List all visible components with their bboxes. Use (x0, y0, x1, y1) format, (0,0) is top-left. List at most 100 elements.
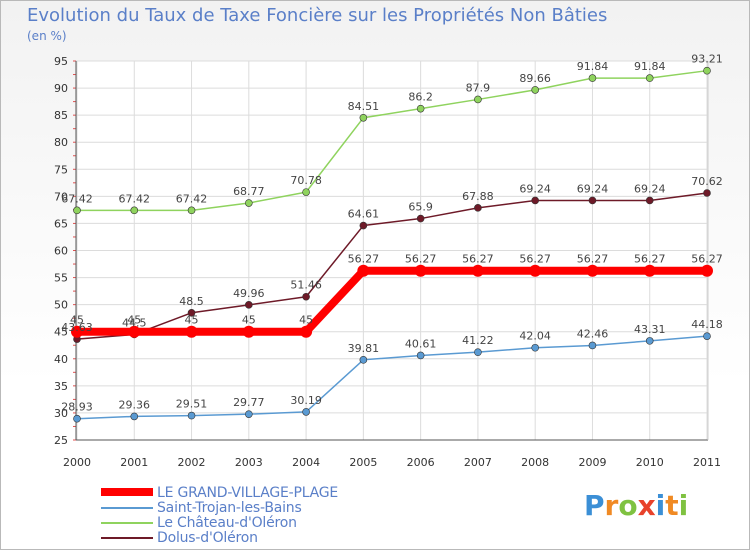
legend-item[interactable]: Dolus-d'Oléron (101, 530, 421, 546)
data-point (359, 113, 368, 122)
data-label: 70.78 (290, 174, 322, 187)
x-tick-label: 2007 (464, 456, 492, 469)
data-point (357, 264, 370, 277)
data-point (643, 264, 656, 277)
x-tick-label: 2010 (636, 456, 664, 469)
data-point (588, 341, 597, 350)
data-point (645, 196, 654, 205)
legend-item[interactable]: LE GRAND-VILLAGE-PLAGE (101, 485, 421, 501)
data-label: 91.84 (634, 60, 666, 73)
data-labels: 43.63 44.5 48.5 49.96 51.46 64.61 65.9 67.88 69.… (61, 53, 723, 414)
data-point (302, 292, 310, 301)
data-point (531, 86, 539, 94)
series-line (76, 192, 708, 340)
y-tick-label: 95 (54, 55, 68, 68)
data-point (245, 199, 253, 207)
data-label: 29.77 (233, 396, 265, 409)
x-tick-label: 2004 (292, 456, 320, 469)
data-label: 29.36 (119, 398, 151, 411)
data-point (703, 189, 711, 197)
legend-label: Le Château-d'Oléron (157, 515, 297, 531)
data-point (471, 264, 484, 277)
data-label: 69.24 (519, 182, 551, 195)
data-label: 41.22 (462, 334, 494, 347)
y-tick-label: 75 (54, 163, 68, 176)
data-label: 44.18 (691, 318, 723, 331)
y-tick-label: 45 (54, 326, 68, 339)
legend-item[interactable]: Saint-Trojan-les-Bains (101, 500, 421, 516)
y-tick-label: 70 (54, 190, 68, 203)
legend-item[interactable]: Le Château-d'Oléron (101, 515, 421, 531)
legend: LE GRAND-VILLAGE-PLAGE Saint-Trojan-les-… (101, 485, 421, 546)
data-point (416, 214, 425, 223)
logo-letter: P (584, 489, 605, 522)
legend-label: Saint-Trojan-les-Bains (157, 500, 302, 516)
data-label: 89.66 (519, 72, 551, 85)
x-tick-label: 2009 (578, 456, 606, 469)
data-label: 51.46 (290, 279, 322, 292)
data-point (588, 74, 597, 82)
data-point (187, 411, 196, 420)
data-label: 69.24 (634, 182, 666, 195)
data-label: 91.84 (577, 60, 609, 73)
data-point (701, 264, 713, 277)
x-tick-label: 2003 (235, 456, 263, 469)
data-point (703, 332, 711, 340)
data-label: 48.5 (179, 295, 204, 308)
y-tick-label: 40 (54, 353, 68, 366)
data-label: 68.77 (233, 185, 265, 198)
data-point (187, 308, 196, 317)
logo-letter: o (618, 489, 638, 522)
data-point (531, 343, 539, 352)
data-point (245, 301, 253, 309)
chart-title: Evolution du Taux de Taxe Foncière sur l… (27, 5, 608, 26)
data-label: 67.88 (462, 190, 494, 203)
logo-letter: i (678, 489, 689, 522)
data-label: 87.9 (466, 81, 491, 94)
y-tick-label: 25 (54, 434, 68, 447)
data-label: 93.21 (691, 53, 723, 66)
data-label: 67.42 (61, 192, 93, 205)
legend-swatch-icon (101, 507, 153, 509)
proxiti-logo[interactable]: Proxiti (584, 489, 688, 522)
data-point (645, 337, 654, 345)
y-tick-label: 55 (54, 272, 68, 285)
data-label: 67.42 (176, 192, 208, 205)
y-tick-label: 65 (54, 217, 68, 230)
logo-letter: x (637, 489, 656, 522)
data-label: 56.27 (462, 253, 494, 266)
data-label: 56.27 (634, 253, 666, 266)
data-label: 56.27 (519, 253, 551, 266)
legend-swatch-icon (101, 522, 153, 524)
x-tick-label: 2000 (63, 456, 91, 469)
data-point (586, 264, 599, 277)
x-tick-label: 2006 (407, 456, 435, 469)
data-label: 56.27 (405, 253, 437, 266)
data-point (474, 95, 482, 104)
series-line (73, 266, 711, 336)
series-line (76, 69, 708, 212)
data-point (359, 221, 368, 230)
y-axis-unit: (en %) (27, 29, 67, 43)
data-label: 64.61 (348, 208, 380, 221)
legend-label: LE GRAND-VILLAGE-PLAGE (157, 485, 339, 501)
data-label: 45 (299, 314, 313, 327)
x-tick-label: 2008 (521, 456, 549, 469)
data-point (416, 104, 425, 113)
data-label: 86.2 (408, 91, 433, 104)
x-tick-label: 2005 (349, 456, 377, 469)
data-point (128, 325, 141, 338)
y-tick-label: 50 (54, 299, 68, 312)
data-label: 39.81 (348, 342, 380, 355)
data-label: 28.93 (61, 401, 93, 414)
grid (76, 60, 708, 441)
data-point (130, 206, 139, 215)
data-label: 29.51 (176, 398, 208, 411)
y-tick-label: 85 (54, 109, 68, 122)
data-label: 69.24 (577, 182, 609, 195)
data-point (185, 325, 198, 338)
data-point (300, 325, 313, 338)
data-label: 44.5 (122, 316, 147, 329)
